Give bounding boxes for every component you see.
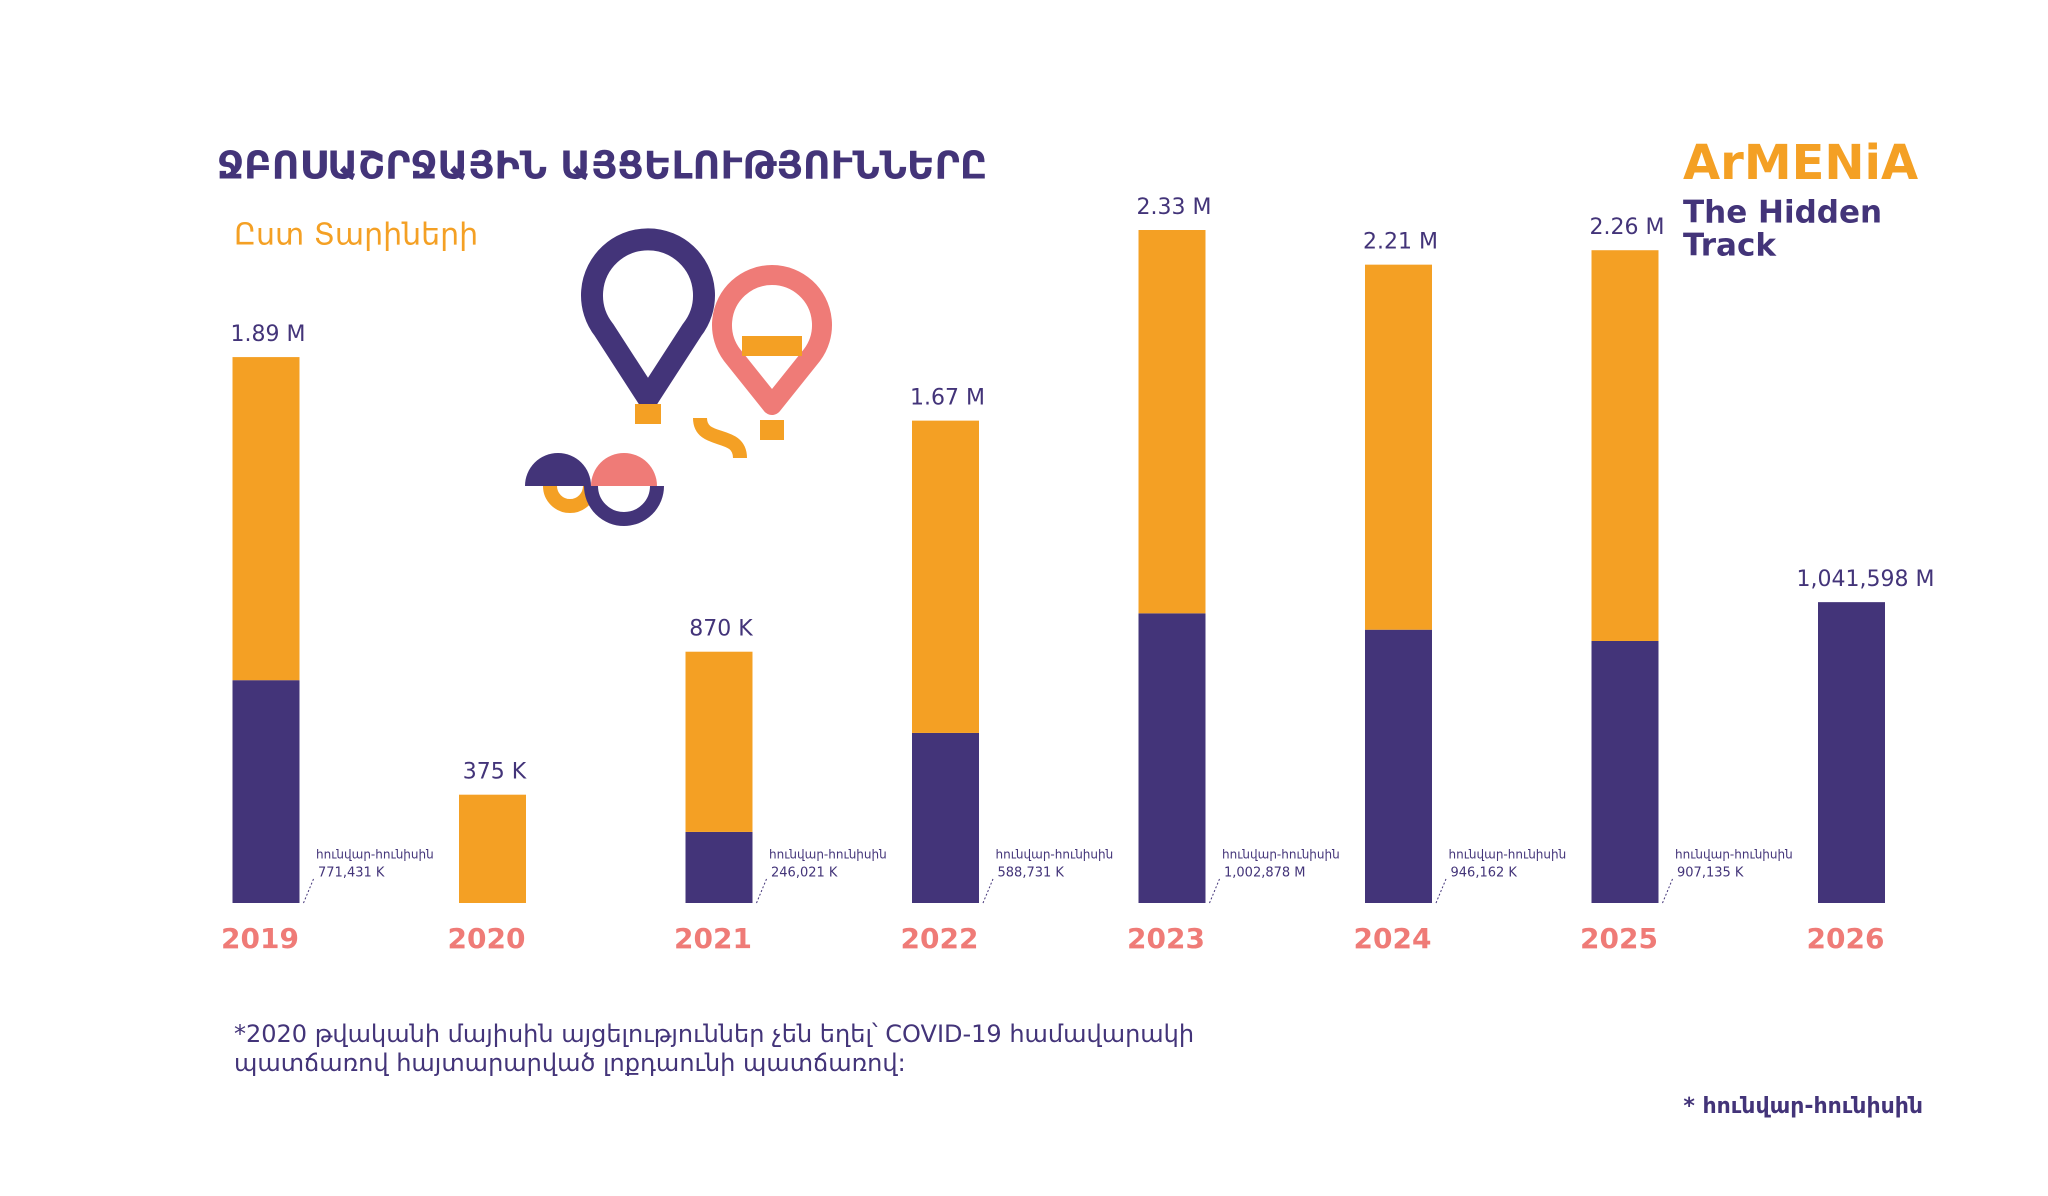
balloon-illustration: [525, 228, 832, 526]
decor-circle: [543, 485, 597, 513]
label-leader: [1662, 878, 1673, 904]
total-label: 2.26 M: [1590, 215, 1665, 240]
total-label: 2.33 M: [1137, 195, 1212, 220]
bar-segment: [912, 420, 979, 733]
bar-segment: [1818, 602, 1885, 903]
x-tick-label: 2025: [1580, 922, 1658, 955]
x-tick-label: 2023: [1127, 922, 1205, 955]
bar-segment: [232, 357, 300, 681]
footnote: պատճառով հայտարարված լոքդաունի պատճառով:: [234, 1049, 906, 1077]
bar-segment: [1365, 629, 1432, 903]
x-tick-label: 2024: [1354, 922, 1432, 955]
balloon-basket: [760, 420, 784, 440]
brand-tagline: Track: [1683, 228, 1777, 264]
balloon-basket: [635, 404, 661, 424]
bar-segment: [232, 680, 300, 903]
label-leader: [303, 878, 314, 904]
bar-segment: [912, 732, 979, 903]
total-label: 2.21 M: [1363, 230, 1438, 255]
balloon: [581, 228, 715, 409]
segment-label: 588,731 K: [998, 866, 1065, 881]
segment-label: 1,002,878 M: [1224, 866, 1306, 881]
segment-label: 771,431 K: [318, 866, 385, 881]
segment-label-name: հունվար-հունիսին: [1449, 848, 1567, 862]
label-leader: [756, 878, 767, 904]
x-tick-label: 2019: [221, 922, 299, 955]
bar-segment: [685, 831, 753, 903]
decor-circle: [591, 453, 657, 486]
x-tick-label: 2020: [448, 922, 526, 955]
legend-note: * հունվար-հունիսին: [1683, 1094, 1923, 1119]
decor-circle: [584, 485, 664, 526]
total-label: 1,041,598 M: [1797, 567, 1935, 592]
decor-circle: [525, 453, 591, 486]
segment-label: 246,021 K: [771, 866, 838, 881]
balloon: [712, 265, 832, 415]
footnote: *2020 թվականի մայիսին այցելություններ չե…: [234, 1020, 1194, 1048]
bar-segment: [1365, 264, 1432, 630]
segment-label-name: հունվար-հունիսին: [1675, 848, 1793, 862]
total-label: 870 K: [689, 617, 753, 642]
x-tick-label: 2022: [901, 922, 979, 955]
bar-segment: [459, 794, 526, 903]
label-leader: [1435, 878, 1447, 904]
total-label: 1.89 M: [231, 322, 306, 347]
bar-segment: [1138, 613, 1206, 903]
segment-label-name: հունվար-հունիսին: [316, 848, 434, 862]
bar-segment: [1138, 230, 1206, 614]
segment-label-name: հունվար-հունիսին: [769, 848, 887, 862]
total-label: 1.67 M: [910, 386, 985, 411]
segment-label-name: հունվար-հունիսին: [996, 848, 1114, 862]
label-leader: [982, 878, 994, 904]
brand-tagline: The Hidden: [1683, 195, 1882, 231]
segment-label: 907,135 K: [1677, 866, 1744, 881]
segment-label-name: հունվար-հունիսին: [1222, 848, 1340, 862]
x-tick-label: 2026: [1807, 922, 1885, 955]
bar-segment: [1591, 640, 1659, 903]
segment-label: 946,162 K: [1451, 866, 1518, 881]
chart-subtitle: Ըստ Տարիների: [234, 218, 478, 253]
x-tick-label: 2021: [674, 922, 752, 955]
bar-segment: [1591, 250, 1659, 641]
brand-logo: ArMENiA: [1683, 135, 1918, 191]
bar-segment: [685, 651, 753, 832]
balloon-stripe: [742, 336, 802, 356]
total-label: 375 K: [463, 760, 527, 785]
decor-curve: [693, 416, 747, 460]
chart-title: ՋԲՈՍԱՇՐՋԱՅԻՆ ԱՅՑԵԼՈՒԹՅՈՒՆՆԵՐԸ: [217, 144, 987, 188]
label-leader: [1209, 878, 1220, 904]
